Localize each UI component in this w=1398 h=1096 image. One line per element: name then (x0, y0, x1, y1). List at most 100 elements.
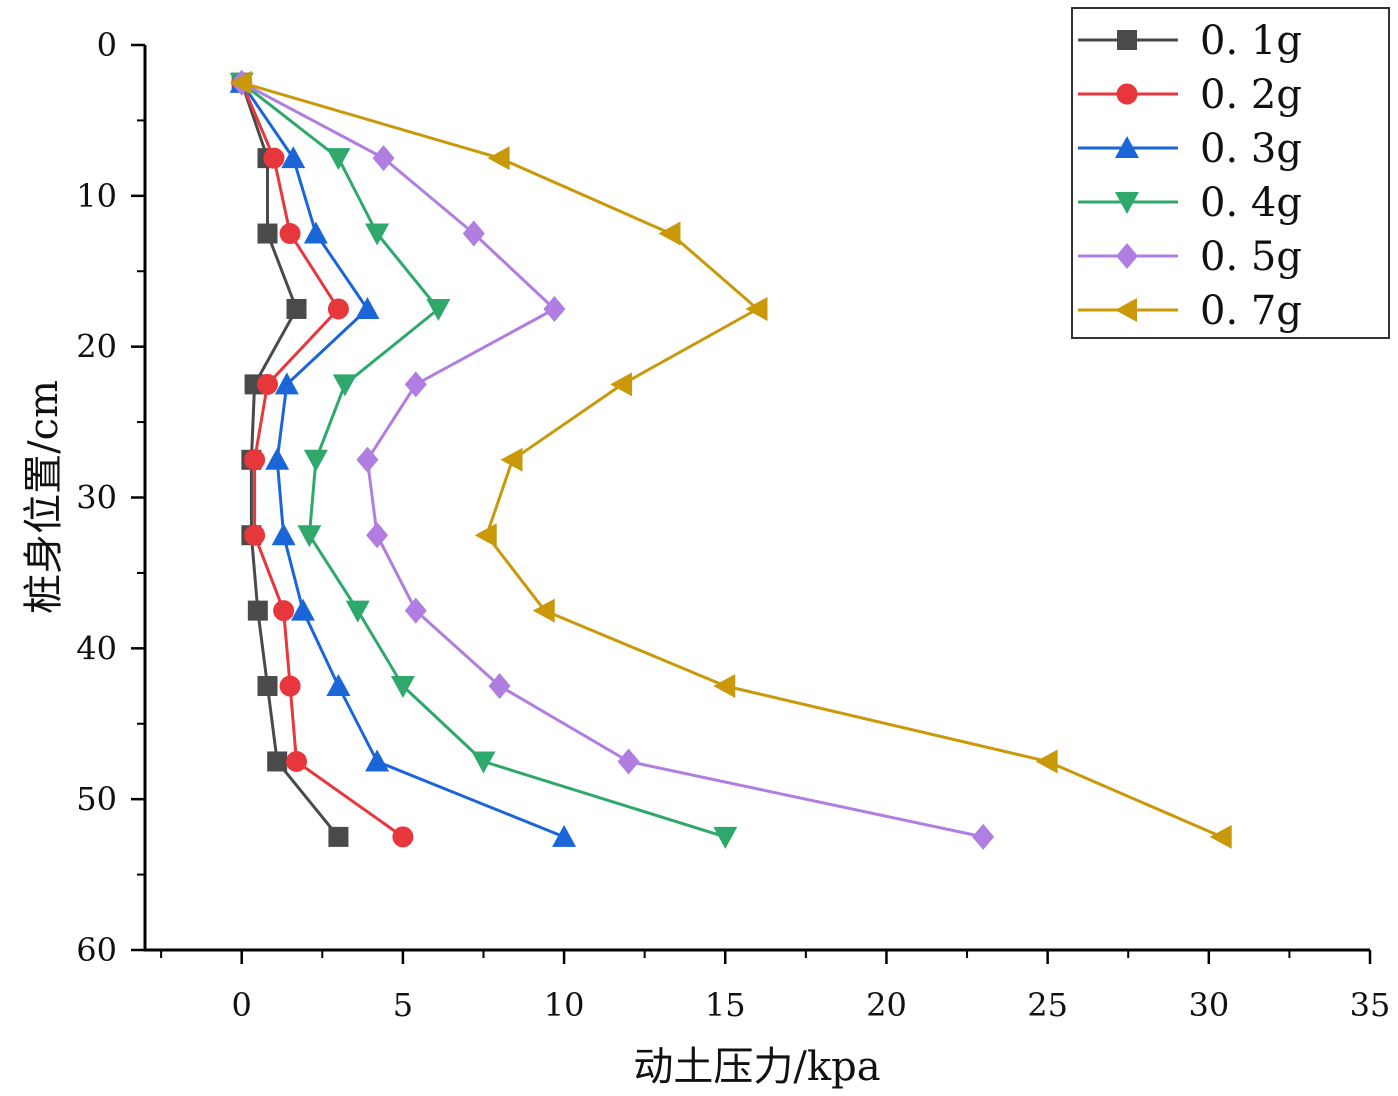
legend-item: 0. 4g (1078, 180, 1302, 226)
legend-label: 0. 4g (1200, 180, 1302, 226)
data-point (471, 751, 496, 774)
data-point (244, 449, 266, 471)
legend: 0. 1g 0. 2g 0. 3g 0. 4g 0. 5g 0. 7g (1071, 7, 1390, 339)
legend-box (1071, 7, 1390, 339)
y-tick-label: 50 (76, 780, 117, 818)
data-point (372, 145, 395, 172)
series-layer (229, 69, 1232, 850)
legend-swatch-marker (1115, 136, 1139, 158)
data-point (247, 600, 268, 621)
legend-item: 0. 3g (1078, 126, 1302, 172)
x-tick-label: 20 (866, 986, 907, 1024)
data-point (257, 373, 278, 395)
series-0-7g (229, 70, 1232, 849)
data-point (290, 598, 315, 621)
data-point (390, 676, 415, 699)
data-point (713, 674, 736, 699)
legend-swatch-marker (1116, 83, 1138, 105)
legend-label: 0. 2g (1200, 72, 1302, 118)
data-point (617, 748, 640, 775)
y-tick-label: 10 (76, 177, 117, 215)
data-point (500, 447, 523, 472)
data-point (257, 676, 278, 697)
data-point (404, 597, 427, 624)
data-point (1209, 824, 1232, 849)
data-point (267, 751, 288, 772)
data-point (274, 372, 299, 395)
series-0-4g (229, 72, 738, 849)
y-tick-label: 0 (97, 26, 117, 64)
legend-item: 0. 5g (1078, 234, 1302, 280)
data-point (426, 298, 451, 321)
data-point (658, 221, 681, 246)
y-tick-label: 60 (76, 931, 117, 969)
data-point (404, 371, 427, 398)
data-point (328, 826, 349, 847)
data-point (532, 598, 555, 623)
legend-label: 0. 7g (1200, 288, 1302, 334)
data-point (543, 295, 566, 322)
legend-swatch-marker (1117, 30, 1137, 50)
legend-item: 0. 1g (1078, 18, 1302, 64)
series-0-5g (230, 69, 995, 850)
data-point (273, 600, 295, 622)
data-point (488, 673, 511, 700)
data-point (332, 374, 357, 397)
axes: 0 5 10 15 20 25 30 35 0 10 20 30 40 50 60 (76, 26, 1390, 1024)
x-tick-label: 10 (544, 986, 585, 1024)
legend-swatch-marker (1116, 243, 1138, 269)
series-0-2g (231, 72, 414, 848)
legend-label: 0. 3g (1200, 126, 1302, 172)
data-point (366, 522, 389, 549)
data-point (229, 70, 252, 95)
data-point (279, 223, 301, 245)
data-point (462, 220, 485, 247)
data-point (286, 298, 307, 319)
data-point (610, 372, 633, 397)
legend-label: 0. 1g (1200, 18, 1302, 64)
data-point (365, 749, 390, 772)
legend-item: 0. 7g (1078, 288, 1302, 334)
data-point (972, 823, 995, 850)
data-point (326, 148, 351, 171)
data-point (263, 147, 285, 169)
x-tick-label: 30 (1188, 986, 1229, 1024)
y-axis-title: 桩身位置/cm (21, 380, 67, 614)
data-point (271, 523, 296, 546)
y-tick-label: 20 (76, 328, 117, 366)
legend-swatch-marker (1115, 298, 1137, 322)
data-point (326, 674, 351, 697)
data-point (355, 296, 380, 319)
data-point (286, 750, 308, 772)
data-point (345, 600, 370, 623)
y-tick-label: 30 (76, 479, 117, 517)
data-point (297, 525, 322, 548)
x-tick-label: 5 (393, 986, 413, 1024)
data-point (1035, 749, 1058, 774)
x-tick-label: 35 (1350, 986, 1391, 1024)
data-point (244, 524, 266, 546)
data-point (303, 449, 328, 472)
data-point (356, 446, 379, 473)
legend-swatch-marker (1115, 192, 1139, 214)
data-point (474, 523, 497, 548)
y-tick-label: 40 (76, 629, 117, 667)
data-point (745, 296, 768, 321)
x-tick-label: 15 (705, 986, 746, 1024)
legend-item: 0. 2g (1078, 72, 1302, 118)
data-point (279, 675, 301, 697)
data-point (392, 826, 414, 848)
data-point (257, 223, 278, 244)
x-tick-label: 25 (1027, 986, 1068, 1024)
data-point (713, 826, 738, 849)
data-point (281, 146, 306, 169)
data-point (327, 298, 349, 320)
legend-label: 0. 5g (1200, 234, 1302, 280)
x-axis-title: 动土压力/kpa (633, 1044, 880, 1090)
data-point (303, 221, 328, 244)
data-point (365, 223, 390, 246)
data-point (265, 447, 290, 470)
x-tick-label: 0 (232, 986, 252, 1024)
data-point (487, 146, 510, 171)
